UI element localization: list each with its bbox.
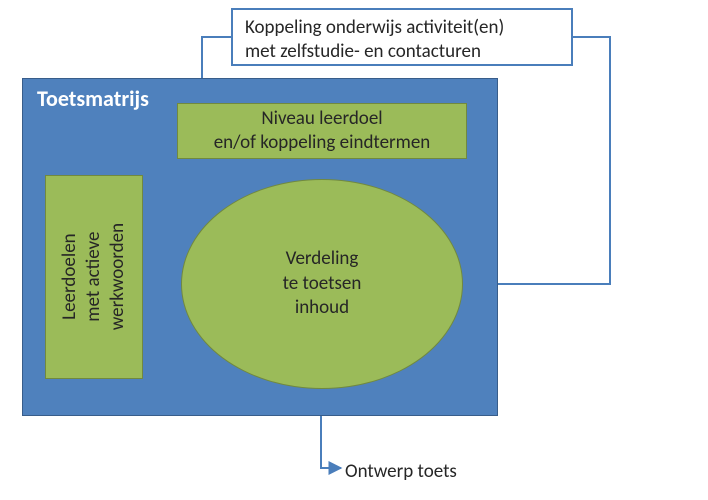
output-label: Ontwerp toets	[345, 460, 457, 483]
verdeling-line2: te toetsen	[283, 272, 362, 297]
top-annotation-line2: met zelfstudie- en contacturen	[245, 40, 559, 64]
panel-title: Toetsmatrijs	[37, 85, 149, 112]
top-annotation-box: Koppeling onderwijs activiteit(en) met z…	[231, 8, 573, 66]
top-annotation-line1: Koppeling onderwijs activiteit(en)	[245, 16, 559, 40]
niveau-line1: Niveau leerdoel	[214, 107, 431, 131]
verdeling-ellipse: Verdeling te toetsen inhoud	[181, 179, 463, 389]
leerdoelen-line2: met actieve	[82, 223, 106, 330]
niveau-line2: en/of koppeling eindtermen	[214, 131, 431, 155]
verdeling-line1: Verdeling	[283, 247, 362, 272]
leerdoelen-box: Leerdoelen met actieve werkwoorden	[45, 175, 143, 379]
leerdoelen-line1: Leerdoelen	[58, 223, 82, 330]
niveau-leerdoel-box: Niveau leerdoel en/of koppeling eindterm…	[177, 103, 467, 159]
verdeling-line3: inhoud	[283, 296, 362, 321]
leerdoelen-line3: werkwoorden	[106, 223, 130, 330]
toetsmatrijs-panel: Toetsmatrijs Niveau leerdoel en/of koppe…	[22, 78, 498, 416]
